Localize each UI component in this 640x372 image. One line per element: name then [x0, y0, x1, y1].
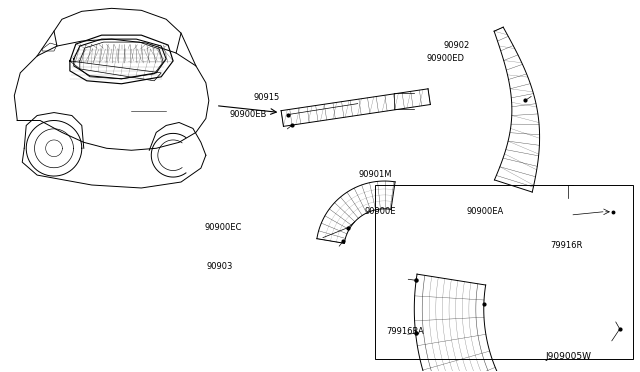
Text: 90900ED: 90900ED — [427, 54, 465, 63]
Text: 90902: 90902 — [444, 41, 470, 50]
Text: 90900EB: 90900EB — [230, 110, 267, 119]
Text: 79916R: 79916R — [550, 241, 582, 250]
Bar — [374, 185, 633, 359]
Text: 90901M: 90901M — [358, 170, 392, 179]
Text: 79916RA: 79916RA — [387, 327, 424, 336]
Text: 90915: 90915 — [253, 93, 280, 102]
Text: 90900EC: 90900EC — [204, 223, 242, 232]
Text: 90900E: 90900E — [364, 206, 396, 216]
Text: J909005W: J909005W — [545, 352, 591, 361]
Text: 90900EA: 90900EA — [466, 206, 503, 216]
Text: 90903: 90903 — [207, 262, 234, 271]
